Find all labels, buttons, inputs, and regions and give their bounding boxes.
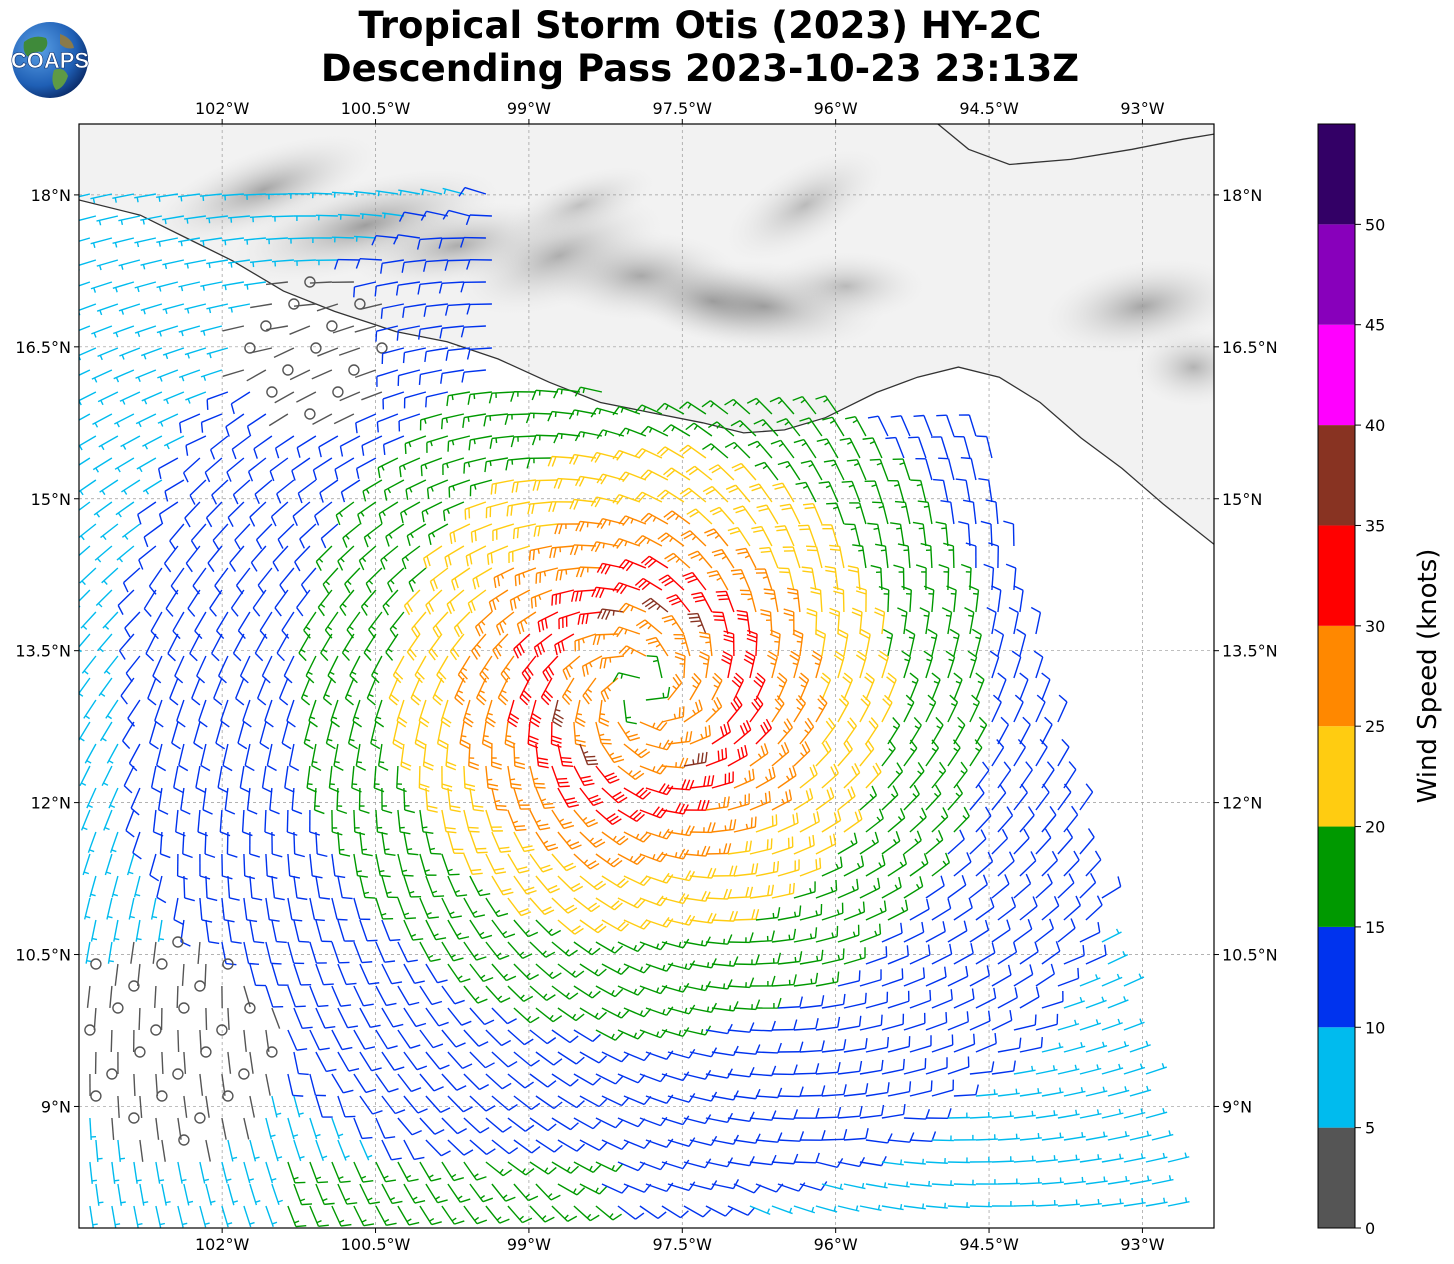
colorbar-tick-3: 15 — [1365, 918, 1385, 937]
lat-tick-right-1: 16.5°N — [1222, 338, 1278, 357]
logo-text: COAPS — [11, 48, 89, 73]
lon-tick-top-4: 96°W — [814, 99, 858, 118]
colorbar-bin-9 — [1318, 224, 1355, 325]
colorbar-bin-4 — [1318, 726, 1355, 827]
lat-tick-left-3: 13.5°N — [15, 642, 71, 661]
wind-barbs — [79, 186, 1190, 1228]
colorbar-tick-2: 10 — [1365, 1018, 1385, 1037]
lon-tick-bottom-6: 93°W — [1120, 1235, 1164, 1254]
lat-tick-right-5: 10.5°N — [1222, 946, 1278, 965]
lon-tick-top-3: 97.5°W — [653, 99, 713, 118]
colorbar-bin-5 — [1318, 625, 1355, 727]
chart-title-line-1: Tropical Storm Otis (2023) HY-2C — [358, 4, 1042, 47]
lon-tick-bottom-3: 97.5°W — [653, 1235, 713, 1254]
colorbar-tick-0: 0 — [1365, 1219, 1375, 1238]
colorbar-label: Wind Speed (knots) — [1413, 549, 1443, 804]
colorbar-tick-6: 30 — [1365, 617, 1385, 636]
coastline — [79, 124, 1214, 545]
lon-tick-bottom-0: 102°W — [195, 1235, 250, 1254]
axis-ticks: 102°W 102°W 100.5°W 100.5°W 99°W 99°W 97.5°W 97… — [15, 99, 1277, 1254]
lat-tick-right-3: 13.5°N — [1222, 642, 1278, 661]
lon-tick-top-1: 100.5°W — [341, 99, 411, 118]
lat-tick-left-5: 10.5°N — [15, 946, 71, 965]
lat-tick-left-2: 15°N — [31, 490, 71, 509]
colorbar-tick-9: 45 — [1365, 316, 1385, 335]
lon-tick-bottom-1: 100.5°W — [341, 1235, 411, 1254]
lat-tick-left-0: 18°N — [31, 186, 71, 205]
colorbar-bin-2 — [1318, 926, 1355, 1028]
colorbar-bin-7 — [1318, 425, 1355, 526]
colorbar-tick-1: 5 — [1365, 1119, 1375, 1138]
lon-tick-top-6: 93°W — [1120, 99, 1164, 118]
lat-tick-right-6: 9°N — [1222, 1097, 1252, 1116]
colorbar-bin-6 — [1318, 525, 1355, 626]
colorbar-bin-0 — [1318, 1127, 1355, 1228]
colorbar-bin-3 — [1318, 826, 1355, 927]
lat-tick-right-2: 15°N — [1222, 490, 1262, 509]
coaps-logo-icon: COAPS — [11, 22, 89, 98]
lon-tick-bottom-5: 94.5°W — [959, 1235, 1019, 1254]
lat-tick-left-1: 16.5°N — [15, 338, 71, 357]
colorbar-tick-8: 40 — [1365, 416, 1385, 435]
lon-tick-top-2: 99°W — [507, 99, 551, 118]
map-frame — [78, 123, 1215, 1229]
lon-tick-bottom-2: 99°W — [507, 1235, 551, 1254]
colorbar-bin-10 — [1318, 124, 1355, 225]
lat-tick-right-4: 12°N — [1222, 794, 1262, 813]
lat-tick-right-0: 18°N — [1222, 186, 1262, 205]
colorbar: 0 5 10 15 20 25 30 35 40 45 50 — [1317, 123, 1385, 1238]
colorbar-tick-5: 25 — [1365, 717, 1385, 736]
lon-tick-top-5: 94.5°W — [959, 99, 1019, 118]
colorbar-tick-10: 50 — [1365, 215, 1385, 234]
colorbar-tick-4: 20 — [1365, 818, 1385, 837]
colorbar-tick-7: 35 — [1365, 516, 1385, 535]
colorbar-bin-8 — [1318, 324, 1355, 426]
lon-tick-top-0: 102°W — [195, 99, 250, 118]
lon-tick-bottom-4: 96°W — [814, 1235, 858, 1254]
colorbar-bin-1 — [1318, 1027, 1355, 1128]
lat-tick-left-4: 12°N — [31, 794, 71, 813]
chart-title-line-2: Descending Pass 2023-10-23 23:13Z — [320, 47, 1080, 90]
lat-tick-left-6: 9°N — [41, 1097, 71, 1116]
